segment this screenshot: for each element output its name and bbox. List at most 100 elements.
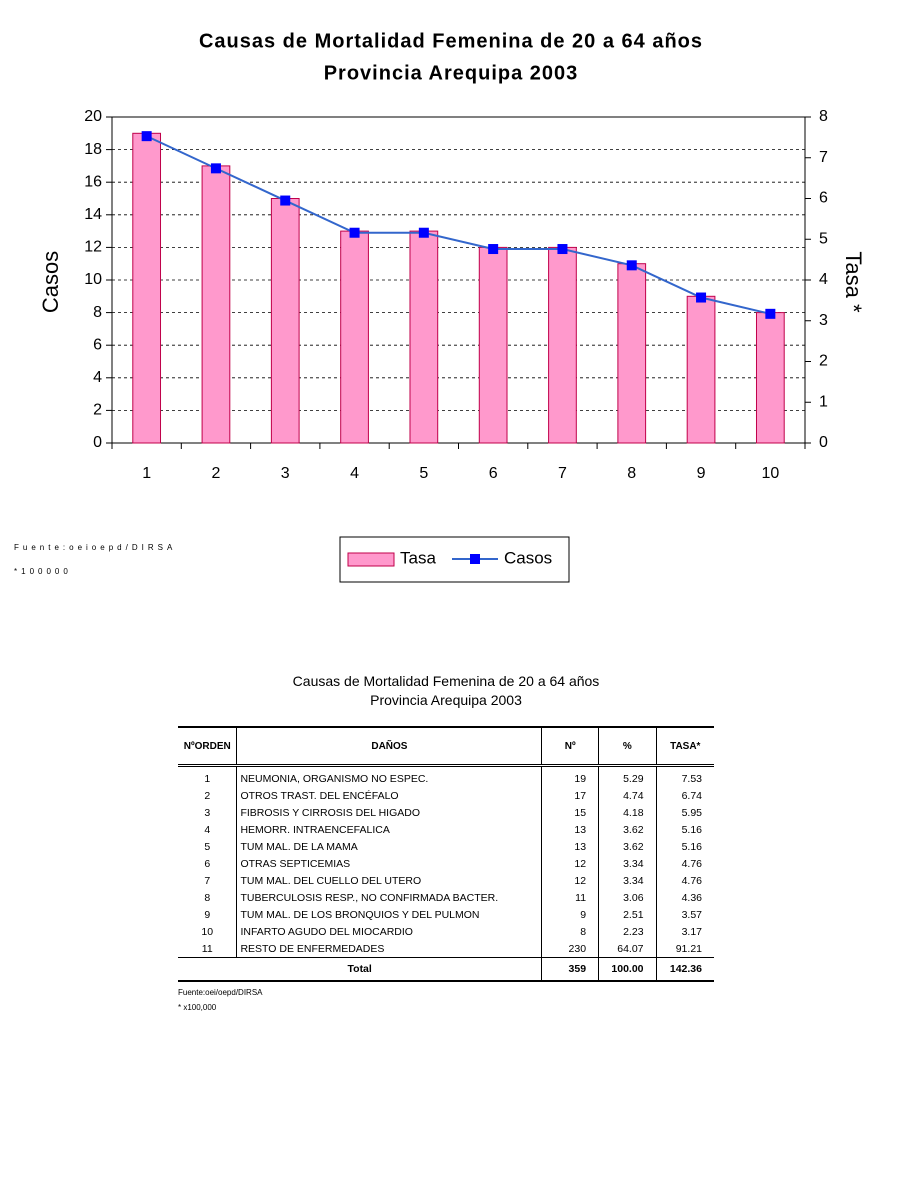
table-cell: 3.34	[598, 872, 657, 889]
table-cell: 10	[201, 925, 214, 938]
table-cell: 13	[541, 838, 599, 855]
table-cell: 9	[204, 908, 211, 921]
table-cell: 4	[204, 823, 211, 836]
footnote: * x100,000	[178, 1003, 217, 1012]
table-cell: 5	[204, 840, 211, 853]
marker	[765, 308, 776, 319]
table-cell: 91.21	[655, 940, 714, 958]
y2-axis-label: Tasa *	[841, 251, 866, 313]
y2-tick-label: 1	[819, 393, 828, 410]
total-cell: Total	[178, 957, 542, 982]
header-cell: NºORDEN	[178, 726, 237, 767]
table-cell: 19	[541, 765, 599, 787]
y-tick-label: 4	[93, 369, 102, 386]
table-cell: 6.74	[655, 787, 714, 804]
legend-label: Casos	[504, 548, 552, 567]
marker	[280, 195, 291, 206]
chart-title: Causas de Mortalidad Femenina de 20 a 64…	[199, 30, 703, 52]
table-cell: 12	[541, 872, 599, 889]
x-tick-label: 7	[558, 465, 567, 482]
table-cell: 7.53	[655, 765, 714, 787]
table-cell: HEMORR. INTRAENCEFALICA	[236, 821, 542, 838]
table-cell: 4.18	[598, 804, 657, 821]
table-cell: 3.62	[598, 838, 657, 855]
table-row: 3 FIBROSIS Y CIRROSIS DEL HIGADO 15 4.18 5.9…	[178, 804, 714, 821]
legend-marker	[470, 554, 480, 564]
marker	[626, 260, 637, 271]
table-row: 9 TUM MAL. DE LOS BRONQUIOS Y DEL PULMON 9…	[178, 906, 714, 923]
line	[146, 135, 771, 315]
table-cell: 4.76	[655, 872, 714, 889]
table-cell: 3	[204, 806, 211, 819]
header-cell: DAÑOS	[236, 726, 542, 767]
y2-tick-label: 2	[819, 353, 828, 370]
marker	[418, 227, 429, 238]
table-cell: 17	[541, 787, 599, 804]
table-cell: TUBERCULOSIS RESP., NO CONFIRMADA BACTER…	[236, 889, 542, 906]
y2-tick-label: 4	[819, 271, 828, 288]
table-cell: 4.36	[655, 889, 714, 906]
x-tick-label: 10	[761, 465, 779, 482]
table-cell: 6	[204, 857, 211, 870]
bar	[201, 165, 231, 444]
x-tick-label: 8	[627, 465, 636, 482]
header-row: NºORDEN DAÑOS Nº% TASA*	[178, 726, 714, 767]
table-cell: OTROS TRAST. DEL ENCÉFALO	[236, 787, 542, 804]
table-cell: 7	[204, 874, 211, 887]
table-cell: TUM MAL. DE LOS BRONQUIOS Y DEL PULMON	[236, 906, 542, 923]
table-cell: 13	[541, 821, 599, 838]
y2-tick-label: 0	[819, 434, 828, 451]
marker	[488, 244, 499, 255]
table-cell: 5.16	[655, 821, 714, 838]
bar	[270, 198, 300, 444]
bar	[755, 312, 785, 444]
marker	[696, 292, 707, 303]
bar	[409, 230, 439, 444]
marker	[557, 244, 568, 255]
table-cell: 3.57	[655, 906, 714, 923]
table-cell: 4.74	[598, 787, 657, 804]
table-row: 11 RESTO DE ENFERMEDADES 230 64.07 91.21	[178, 940, 714, 958]
table-cell: 5.29	[598, 765, 657, 787]
total-row: Total 359 100.00 142.36	[178, 957, 714, 982]
chart: Causas de Mortalidad Femenina de 20 a 64…	[14, 30, 866, 583]
bar	[617, 263, 647, 444]
marker	[210, 163, 221, 174]
table-cell: OTRAS SEPTICEMIAS	[236, 855, 542, 872]
y-tick-label: 2	[93, 402, 102, 419]
table-row: 2 OTROS TRAST. DEL ENCÉFALO 17 4.74 6.74	[178, 787, 714, 804]
table-cell: 3.34	[598, 855, 657, 872]
table-cell: 11	[201, 942, 213, 955]
table-cell: 3.62	[598, 821, 657, 838]
y-tick-label: 14	[84, 206, 102, 223]
table-cell: 8	[541, 923, 599, 940]
bar	[132, 132, 162, 444]
table-row: 10 INFARTO AGUDO DEL MIOCARDIO 8 2.23 3.17	[178, 923, 714, 940]
y-tick-label: 8	[93, 304, 102, 321]
table-cell: 8	[204, 891, 211, 904]
table-row: 8 TUBERCULOSIS RESP., NO CONFIRMADA BACTE…	[178, 889, 714, 906]
x-tick-label: 6	[489, 465, 498, 482]
table-cell: 230	[541, 940, 599, 958]
table-cell: 3.17	[655, 923, 714, 940]
x-tick-label: 3	[281, 465, 290, 482]
y2-tick-label: 5	[819, 230, 828, 247]
total-cell: 359	[541, 957, 599, 982]
table-cell: 1	[204, 772, 211, 785]
marker	[141, 131, 152, 142]
y-axis-label: Casos	[38, 251, 63, 313]
table-row: 4 HEMORR. INTRAENCEFALICA 13 3.62 5.16	[178, 821, 714, 838]
total-cell: 100.00	[598, 957, 657, 982]
y-tick-label: 12	[84, 239, 102, 256]
chart-title: Provincia Arequipa 2003	[324, 62, 579, 84]
bar	[548, 246, 577, 444]
x-tick-label: 1	[142, 465, 151, 482]
table-cell: 2.51	[598, 906, 657, 923]
bar	[340, 230, 369, 444]
table-cell: TUM MAL. DEL CUELLO DEL UTERO	[236, 872, 542, 889]
table-row: 6 OTRAS SEPTICEMIAS 12 3.34 4.76	[178, 855, 714, 872]
y2-tick-label: 6	[819, 190, 828, 207]
source-note: Fuente:oei/oepd/DIRSA	[178, 988, 263, 997]
legend-swatch	[347, 552, 395, 567]
